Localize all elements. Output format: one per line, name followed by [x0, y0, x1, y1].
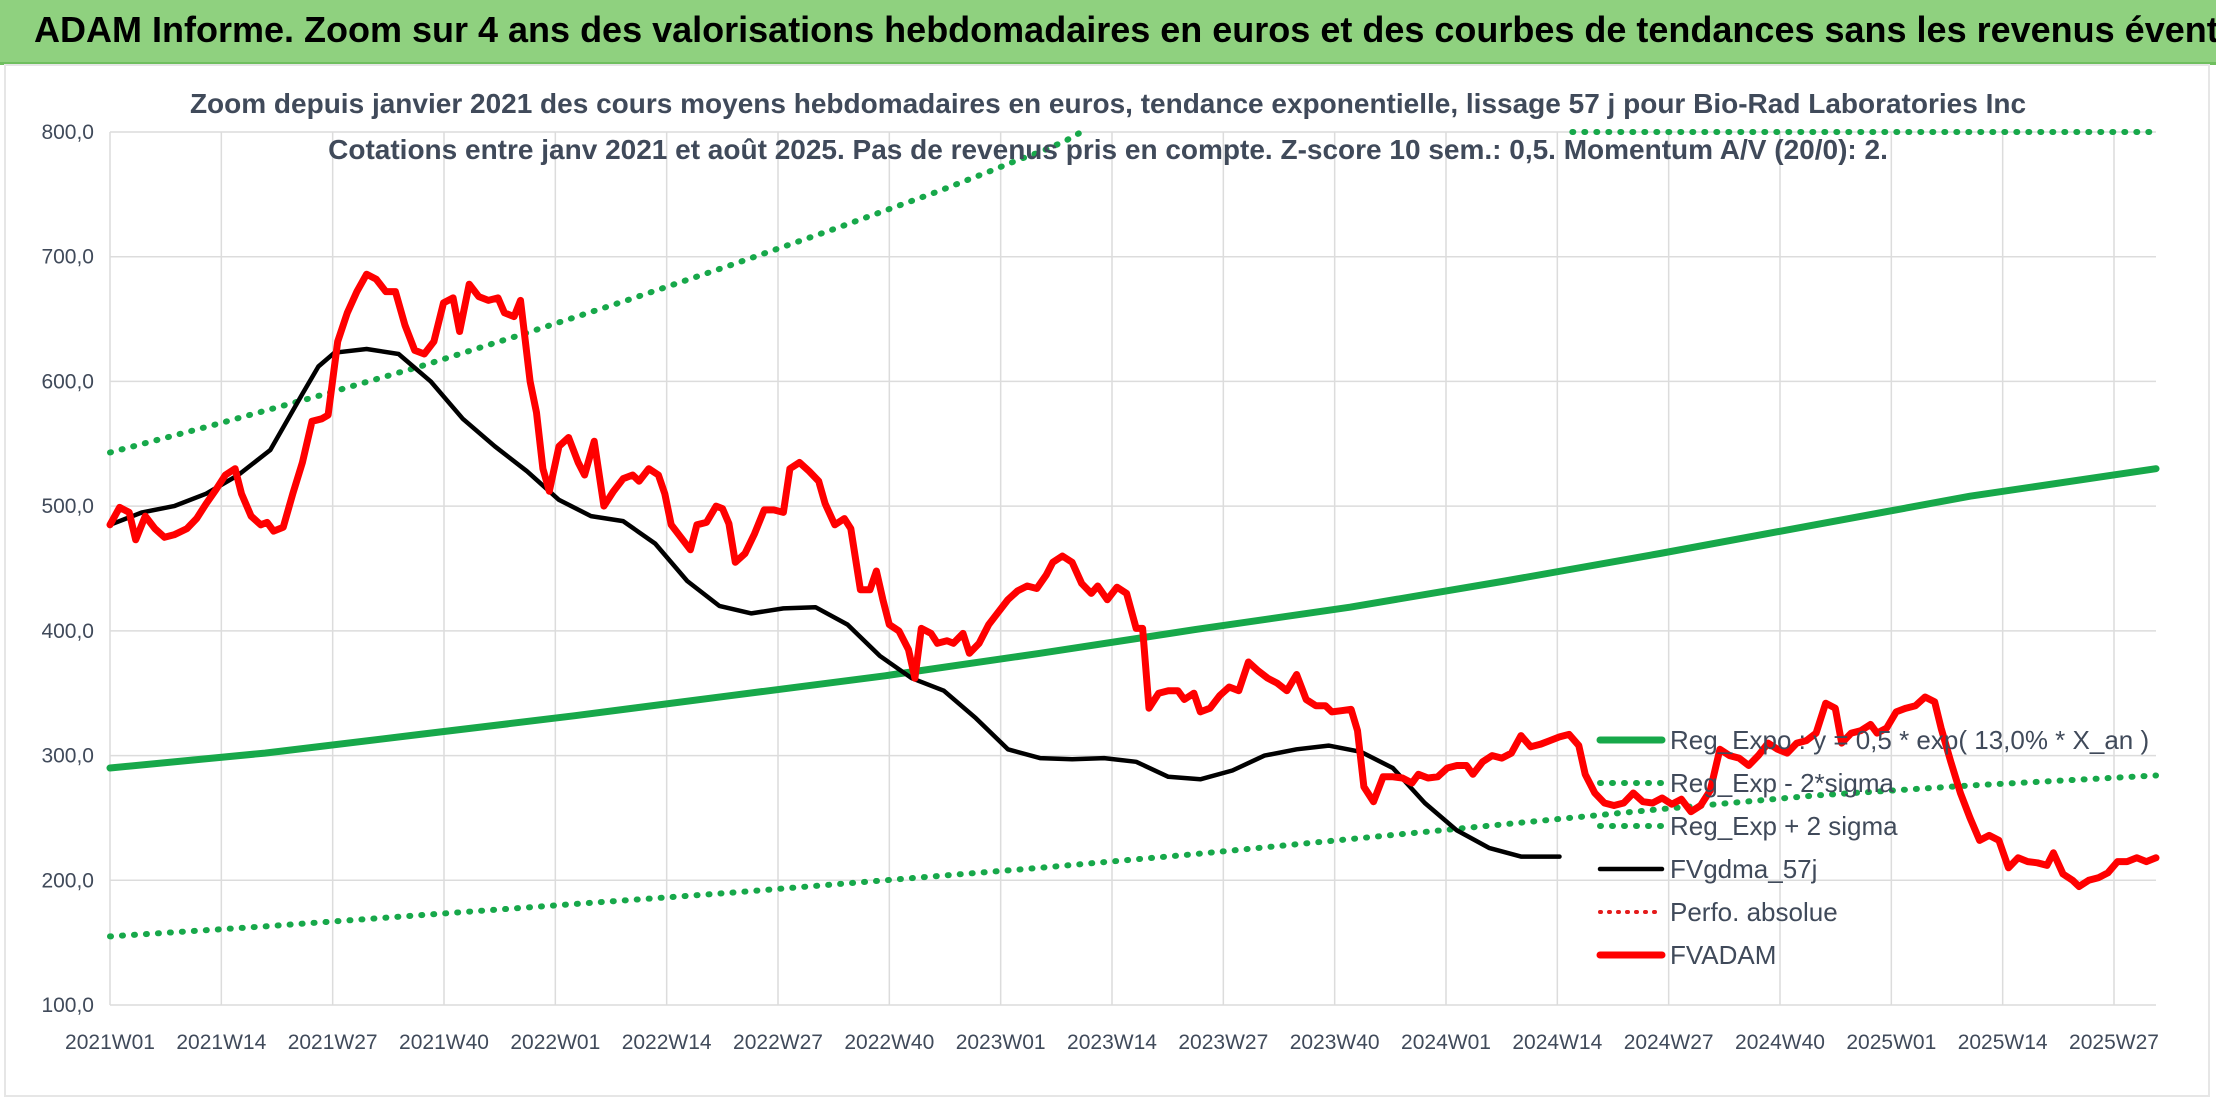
x-tick-label: 2025W27: [2069, 1031, 2159, 1054]
x-tick-label: 2021W01: [65, 1031, 155, 1054]
x-tick-label: 2023W14: [1067, 1031, 1157, 1054]
x-tick-label: 2023W27: [1178, 1031, 1268, 1054]
legend-label-4: Perfo. absolue: [1670, 897, 1838, 927]
series-line-2: [107, 129, 1085, 456]
x-tick-label: 2023W40: [1290, 1031, 1380, 1054]
x-tick-label: 2024W01: [1401, 1031, 1491, 1054]
y-tick-label: 600,0: [41, 370, 94, 393]
x-tick-label: 2022W01: [510, 1031, 600, 1054]
banner-title: ADAM Informe. Zoom sur 4 ans des valoris…: [34, 9, 2216, 50]
x-tick-label: 2025W01: [1846, 1031, 1936, 1054]
chart-subtitle: Cotations entre janv 2021 et août 2025. …: [328, 134, 1888, 165]
legend-label-3: FVgdma_57j: [1670, 854, 1817, 884]
x-tick-label: 2024W14: [1512, 1031, 1602, 1054]
legend: Reg_Expo : y = 0,5 * exp( 13,0% * X_an )…: [1596, 725, 2149, 970]
series-line-0: [106, 465, 2160, 772]
legend-label-5: FVADAM: [1670, 940, 1776, 970]
chart-title: Zoom depuis janvier 2021 des cours moyen…: [189, 88, 2027, 119]
y-tick-label: 500,0: [41, 495, 94, 518]
x-tick-label: 2022W27: [733, 1031, 823, 1054]
x-tick-label: 2022W14: [622, 1031, 712, 1054]
y-tick-label: 800,0: [41, 121, 94, 144]
y-tick-label: 700,0: [41, 246, 94, 269]
legend-label-1: Reg_Exp - 2*sigma: [1670, 768, 1895, 798]
series-line-3: [107, 346, 1562, 859]
x-tick-label: 2022W40: [844, 1031, 934, 1054]
x-tick-label: 2021W14: [176, 1031, 266, 1054]
series-line-1: [107, 772, 2159, 940]
series-line-5: [106, 270, 2160, 890]
chart-frame: [4, 64, 2210, 1097]
x-tick-label: 2021W40: [399, 1031, 489, 1054]
series-lines: [106, 129, 2160, 940]
x-tick-label: 2023W01: [956, 1031, 1046, 1054]
y-axis-ticks: 100,0 200,0 300,0 400,0 500,0 600,0 700,0 800,0: [41, 121, 94, 1017]
x-tick-label: 2021W27: [288, 1031, 378, 1054]
y-tick-label: 400,0: [41, 620, 94, 643]
y-tick-label: 300,0: [41, 745, 94, 768]
x-tick-label: 2024W27: [1624, 1031, 1714, 1054]
title-banner: ADAM Informe. Zoom sur 4 ans des valoris…: [0, 0, 2216, 65]
x-axis-ticks: 2021W01 2021W14 2021W27 2021W40 2022W01 2022W…: [65, 1031, 2159, 1054]
legend-label-0: Reg_Expo : y = 0,5 * exp( 13,0% * X_an ): [1670, 725, 2149, 755]
grid: [109, 131, 2156, 1006]
y-tick-label: 100,0: [41, 994, 94, 1017]
legend-label-2: Reg_Exp + 2 sigma: [1670, 811, 1898, 841]
x-tick-label: 2025W14: [1958, 1031, 2048, 1054]
y-tick-label: 200,0: [41, 869, 94, 892]
x-tick-label: 2024W40: [1735, 1031, 1825, 1054]
